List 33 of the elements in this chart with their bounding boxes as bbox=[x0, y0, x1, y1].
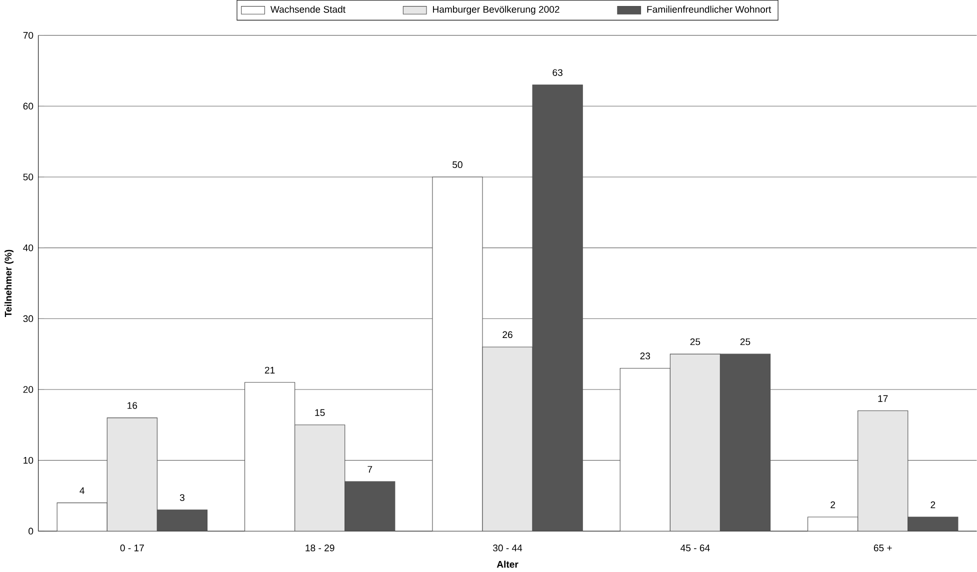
x-tick-label: 18 - 29 bbox=[306, 544, 334, 552]
legend-label: Wachsende Stadt bbox=[270, 6, 346, 13]
x-tick-label: 45 - 64 bbox=[680, 544, 710, 552]
data-label: 26 bbox=[502, 331, 512, 338]
y-tick-label: 70 bbox=[23, 32, 34, 39]
y-tick-label: 40 bbox=[23, 244, 34, 252]
data-label: 50 bbox=[452, 161, 462, 168]
data-label: 25 bbox=[690, 338, 700, 346]
data-label: 4 bbox=[80, 487, 84, 494]
data-label: 2 bbox=[930, 501, 936, 508]
x-tick-label: 0 - 17 bbox=[120, 544, 144, 552]
data-label: 3 bbox=[180, 494, 184, 501]
x-axis-title: Alter bbox=[496, 560, 518, 568]
data-label: 25 bbox=[740, 338, 750, 346]
data-label: 16 bbox=[128, 402, 138, 409]
y-tick-label: 20 bbox=[23, 386, 34, 393]
y-tick-label: 60 bbox=[23, 102, 34, 110]
x-tick-label: 65 + bbox=[874, 544, 892, 552]
x-tick-label: 30 - 44 bbox=[493, 544, 522, 552]
data-label: 15 bbox=[315, 409, 325, 416]
y-tick-label: 10 bbox=[24, 456, 34, 464]
data-label: 17 bbox=[878, 395, 888, 402]
legend-label: Familienfreundlicher Wohnort bbox=[647, 6, 772, 13]
y-axis-title: Teilnehmer (%) bbox=[4, 250, 14, 317]
legend-label: Hamburger Bevölkerung 2002 bbox=[433, 6, 560, 15]
y-tick-label: 0 bbox=[28, 528, 34, 534]
data-label: 7 bbox=[368, 466, 372, 473]
y-tick-label: 50 bbox=[23, 173, 34, 180]
data-label: 21 bbox=[264, 366, 275, 374]
data-label: 2 bbox=[830, 501, 836, 508]
data-label: 63 bbox=[552, 69, 562, 76]
y-tick-label: 30 bbox=[23, 315, 34, 322]
data-label: 23 bbox=[640, 352, 650, 360]
